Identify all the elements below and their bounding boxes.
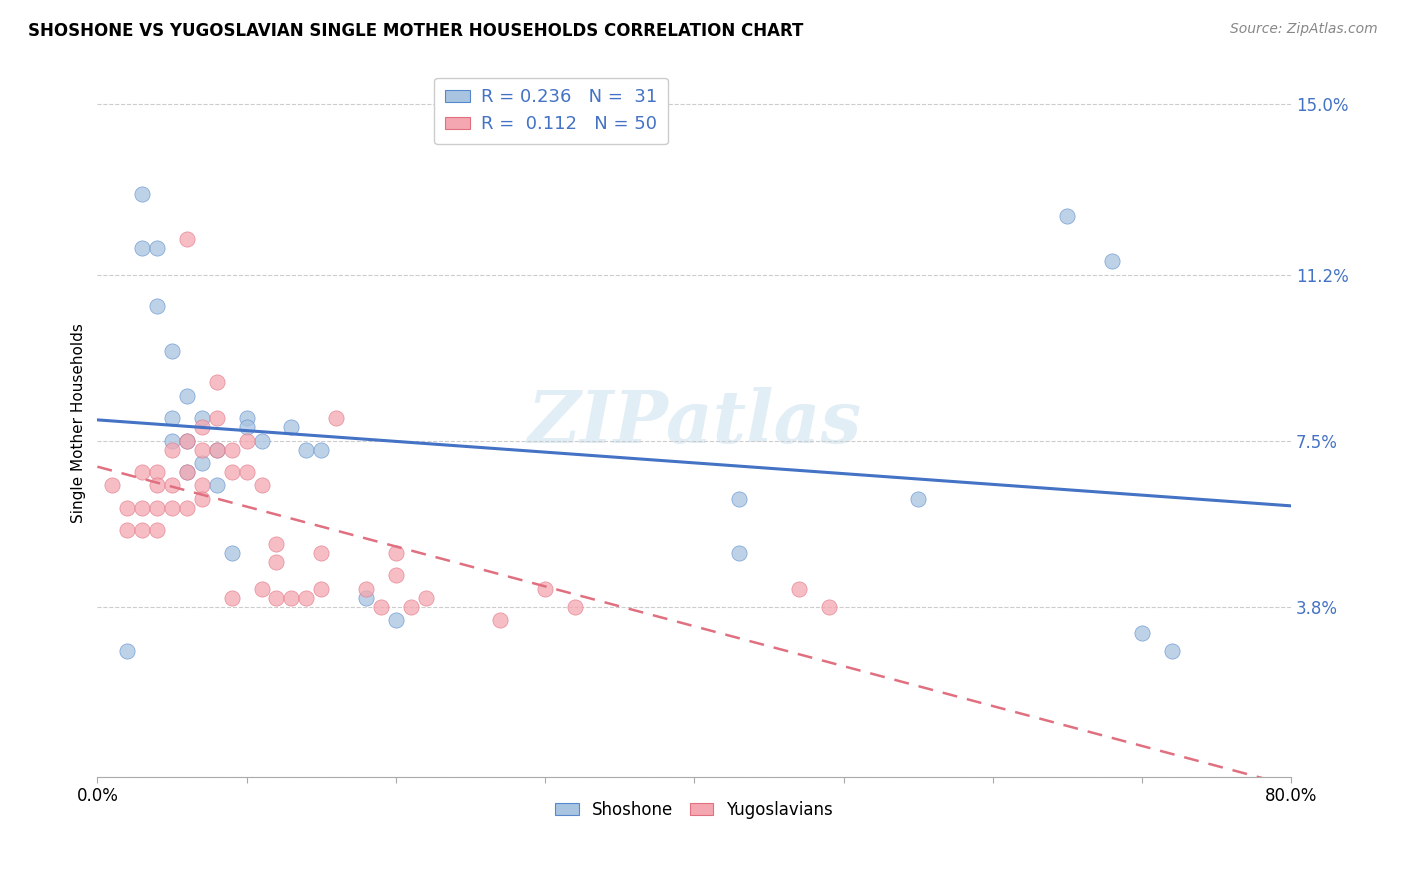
Point — [221, 591, 243, 605]
Point — [131, 187, 153, 202]
Point — [205, 411, 228, 425]
Point — [235, 420, 257, 434]
Point — [146, 500, 169, 515]
Point — [221, 442, 243, 457]
Point — [1056, 210, 1078, 224]
Point — [191, 420, 214, 434]
Point — [564, 599, 586, 614]
Point — [191, 491, 214, 506]
Point — [205, 442, 228, 457]
Point — [235, 434, 257, 448]
Point — [160, 478, 183, 492]
Point — [370, 599, 392, 614]
Point — [176, 434, 198, 448]
Point — [309, 546, 332, 560]
Point — [131, 500, 153, 515]
Point — [280, 420, 302, 434]
Point — [205, 442, 228, 457]
Point — [235, 411, 257, 425]
Point — [415, 591, 437, 605]
Point — [728, 546, 751, 560]
Point — [817, 599, 839, 614]
Point — [176, 465, 198, 479]
Point — [160, 500, 183, 515]
Point — [176, 500, 198, 515]
Point — [131, 465, 153, 479]
Point — [146, 299, 169, 313]
Point — [354, 591, 377, 605]
Point — [191, 456, 214, 470]
Point — [160, 411, 183, 425]
Point — [101, 478, 124, 492]
Point — [385, 546, 408, 560]
Point — [131, 523, 153, 537]
Point — [221, 546, 243, 560]
Point — [235, 465, 257, 479]
Point — [160, 434, 183, 448]
Point — [489, 613, 512, 627]
Point — [250, 582, 273, 596]
Point — [205, 376, 228, 390]
Point — [266, 591, 288, 605]
Point — [146, 241, 169, 255]
Point — [176, 389, 198, 403]
Point — [354, 582, 377, 596]
Point — [250, 434, 273, 448]
Point — [907, 491, 929, 506]
Point — [191, 442, 214, 457]
Point — [176, 434, 198, 448]
Point — [160, 343, 183, 358]
Point — [115, 644, 138, 658]
Point — [191, 478, 214, 492]
Point — [309, 582, 332, 596]
Point — [295, 591, 318, 605]
Point — [191, 411, 214, 425]
Text: Source: ZipAtlas.com: Source: ZipAtlas.com — [1230, 22, 1378, 37]
Point — [309, 442, 332, 457]
Text: SHOSHONE VS YUGOSLAVIAN SINGLE MOTHER HOUSEHOLDS CORRELATION CHART: SHOSHONE VS YUGOSLAVIAN SINGLE MOTHER HO… — [28, 22, 803, 40]
Point — [250, 478, 273, 492]
Point — [160, 442, 183, 457]
Point — [266, 555, 288, 569]
Y-axis label: Single Mother Households: Single Mother Households — [72, 323, 86, 523]
Point — [115, 523, 138, 537]
Point — [131, 241, 153, 255]
Point — [115, 500, 138, 515]
Point — [176, 465, 198, 479]
Point — [266, 537, 288, 551]
Point — [146, 523, 169, 537]
Point — [787, 582, 810, 596]
Text: ZIPatlas: ZIPatlas — [527, 387, 862, 458]
Point — [385, 568, 408, 582]
Point — [399, 599, 422, 614]
Point — [534, 582, 557, 596]
Point — [1101, 254, 1123, 268]
Point — [176, 232, 198, 246]
Point — [221, 465, 243, 479]
Point — [385, 613, 408, 627]
Legend: Shoshone, Yugoslavians: Shoshone, Yugoslavians — [548, 794, 839, 825]
Point — [728, 491, 751, 506]
Point — [280, 591, 302, 605]
Point — [1130, 626, 1153, 640]
Point — [205, 478, 228, 492]
Point — [146, 478, 169, 492]
Point — [1160, 644, 1182, 658]
Point — [325, 411, 347, 425]
Point — [146, 465, 169, 479]
Point — [295, 442, 318, 457]
